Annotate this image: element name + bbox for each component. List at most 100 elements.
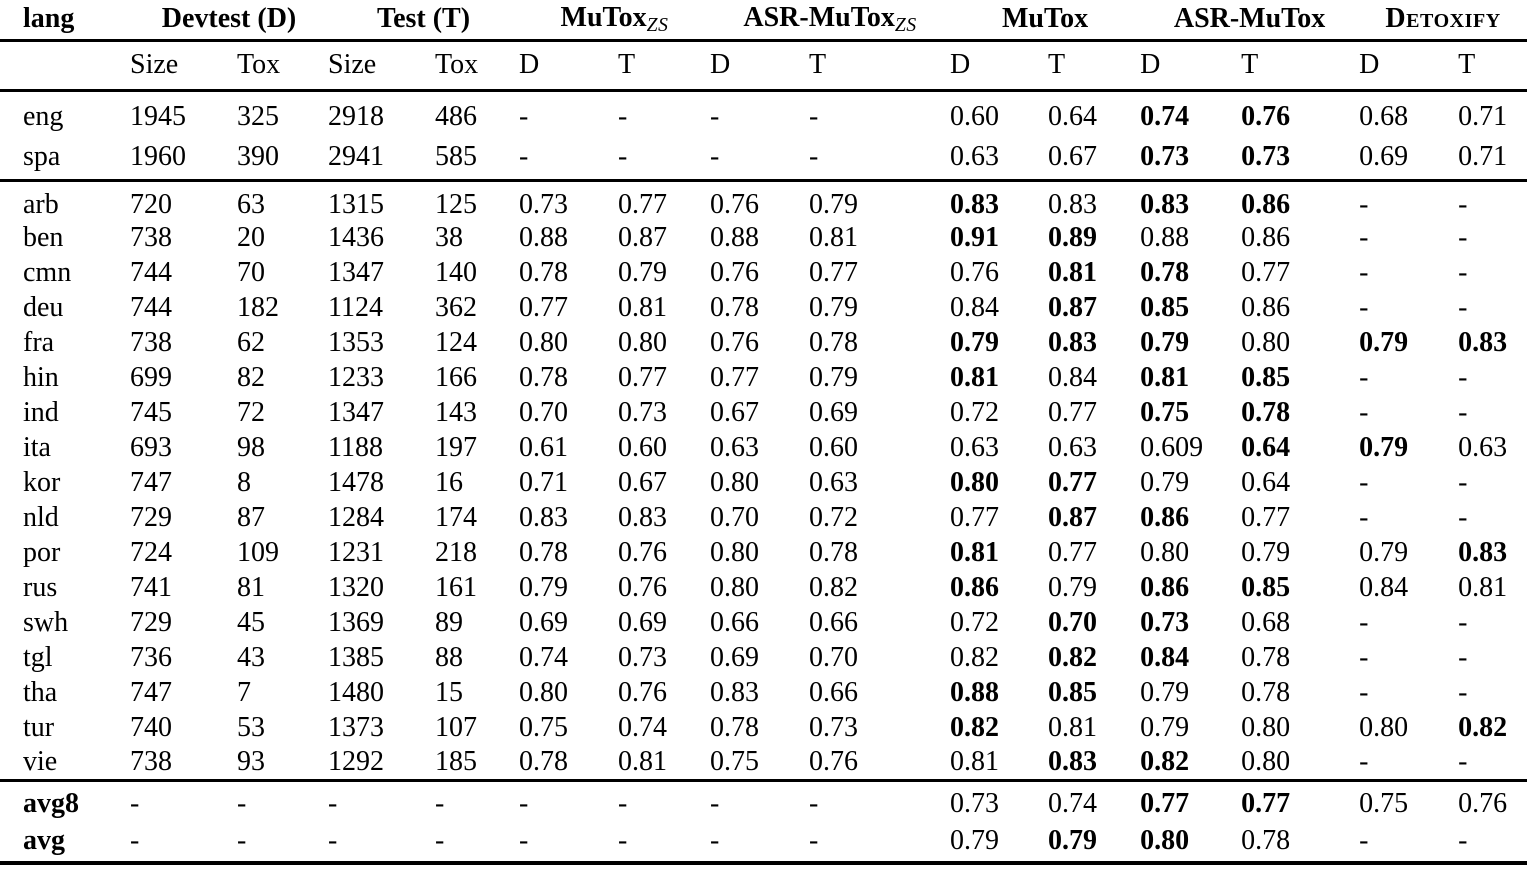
value-cell: 0.83: [710, 677, 760, 708]
value-cell: 0.72: [809, 502, 859, 533]
value-cell: 729: [130, 502, 172, 533]
value-cell: 0.72: [950, 607, 1000, 638]
lang-cell: hin: [23, 362, 59, 393]
value-cell: 0.81: [809, 222, 859, 253]
column-group-header: ASR-MuToxZS: [710, 0, 951, 42]
value-cell: -: [1458, 188, 1468, 220]
value-cell: 0.79: [1359, 327, 1409, 358]
value-cell: -: [237, 788, 247, 820]
value-cell: 0.81: [950, 745, 1049, 782]
value-cell: 0.88: [519, 222, 569, 253]
value-cell: 0.79: [809, 188, 859, 220]
value-cell: 0.78: [1241, 821, 1360, 865]
value-cell: 0.76: [710, 257, 760, 288]
column-group-header: lang: [0, 0, 130, 42]
table-section-languages: arb 720 63 1315 125 0.73 0.77 0.76 0.79 0.83 0.83 0…: [0, 180, 1527, 782]
column-subheader: Tox: [435, 40, 520, 92]
value-cell: 0.80: [1241, 745, 1360, 782]
value-cell: 0.77: [950, 502, 1000, 533]
column-subheader: T: [1241, 40, 1360, 92]
value-cell: 0.70: [710, 502, 760, 533]
value-cell: 0.80: [950, 467, 1000, 498]
value-cell: 0.80: [710, 467, 760, 498]
value-cell: 0.60: [618, 432, 668, 463]
value-cell: -: [1458, 821, 1527, 865]
value-cell: 0.86: [1140, 572, 1190, 603]
value-cell: 0.71: [1458, 100, 1508, 132]
value-cell: 0.83: [950, 188, 1000, 220]
lang-cell: eng: [23, 100, 64, 132]
value-cell: 0.73: [519, 188, 569, 220]
zero-shot-subscript: ZS: [894, 14, 917, 36]
table-row-eng: eng 1945 325 2918 486 - - - - 0.60 0.64 0.74 0.76 0.6…: [0, 90, 1527, 135]
value-cell: 0.83: [519, 502, 569, 533]
value-cell: 745: [130, 397, 172, 428]
value-cell: 1231: [328, 537, 384, 568]
value-cell: -: [1359, 188, 1369, 220]
table-row-fra: fra 738 62 1353 124 0.80 0.80 0.76 0.78 0.79 0.83 0…: [0, 326, 1527, 361]
value-cell: 1480: [328, 677, 384, 708]
table-row-hin: hin 699 82 1233 166 0.78 0.77 0.77 0.79 0.81 0.84 0…: [0, 361, 1527, 396]
value-cell: 15: [435, 677, 463, 708]
value-cell: 0.82: [950, 712, 1000, 743]
value-cell: 143: [435, 397, 477, 428]
value-cell: -: [1458, 677, 1468, 708]
value-cell: 0.78: [809, 537, 859, 568]
value-cell: 1478: [328, 467, 384, 498]
value-cell: 0.89: [1048, 222, 1098, 253]
value-cell: 486: [435, 100, 477, 132]
value-cell: 0.84: [1140, 642, 1190, 673]
lang-cell: swh: [23, 607, 69, 638]
lang-cell: cmn: [23, 257, 72, 288]
value-cell: -: [1458, 222, 1468, 253]
value-cell: -: [809, 135, 951, 182]
lang-cell: arb: [23, 188, 59, 220]
value-cell: 63: [237, 188, 265, 220]
value-cell: -: [1359, 467, 1369, 498]
value-cell: 7: [237, 677, 251, 708]
value-cell: 109: [237, 537, 279, 568]
value-cell: 0.80: [519, 327, 569, 358]
lang-cell: por: [23, 537, 61, 568]
value-cell: -: [1359, 745, 1459, 782]
value-cell: 16: [435, 467, 463, 498]
value-cell: 0.79: [618, 257, 668, 288]
value-cell: 693: [130, 432, 172, 463]
value-cell: 0.77: [1140, 788, 1190, 820]
table-row-por: por 724 109 1231 218 0.78 0.76 0.80 0.78 0.81 0.77…: [0, 536, 1527, 571]
value-cell: 0.78: [519, 257, 569, 288]
table-row-deu: deu 744 182 1124 362 0.77 0.81 0.78 0.79 0.84 0.87…: [0, 291, 1527, 326]
value-cell: 0.87: [1048, 292, 1098, 323]
value-cell: 0.79: [809, 362, 859, 393]
value-cell: 0.68: [1359, 100, 1409, 132]
value-cell: 0.78: [1241, 677, 1291, 708]
value-cell: 87: [237, 502, 265, 533]
value-cell: 0.69: [618, 607, 668, 638]
value-cell: -: [519, 821, 619, 865]
value-cell: 0.78: [809, 327, 859, 358]
value-cell: 182: [237, 292, 279, 323]
value-cell: 0.79: [950, 327, 1000, 358]
value-cell: 53: [237, 712, 265, 743]
value-cell: 81: [237, 572, 265, 603]
value-cell: 0.81: [1048, 257, 1098, 288]
value-cell: 0.70: [809, 642, 859, 673]
table-row-vie: vie 738 93 1292 185 0.78 0.81 0.75 0.76 0.81 0.83 0…: [0, 745, 1527, 782]
value-cell: 0.73: [1241, 135, 1360, 182]
table-row-tur: tur 740 53 1373 107 0.75 0.74 0.78 0.73 0.82 0.81 0…: [0, 711, 1527, 746]
value-cell: 0.82: [1140, 745, 1242, 782]
value-cell: 0.73: [618, 642, 668, 673]
value-cell: 747: [130, 467, 172, 498]
value-cell: 2918: [328, 100, 384, 132]
value-cell: 0.85: [1241, 572, 1291, 603]
value-cell: 0.80: [1241, 712, 1291, 743]
value-cell: -: [809, 821, 951, 865]
value-cell: 0.73: [1140, 135, 1242, 182]
lang-cell: avg8: [23, 788, 79, 820]
value-cell: -: [435, 788, 445, 820]
value-cell: 0.77: [618, 188, 668, 220]
value-cell: 0.73: [1140, 607, 1190, 638]
value-cell: 0.87: [618, 222, 668, 253]
value-cell: 0.82: [1048, 642, 1098, 673]
value-cell: 98: [237, 432, 265, 463]
